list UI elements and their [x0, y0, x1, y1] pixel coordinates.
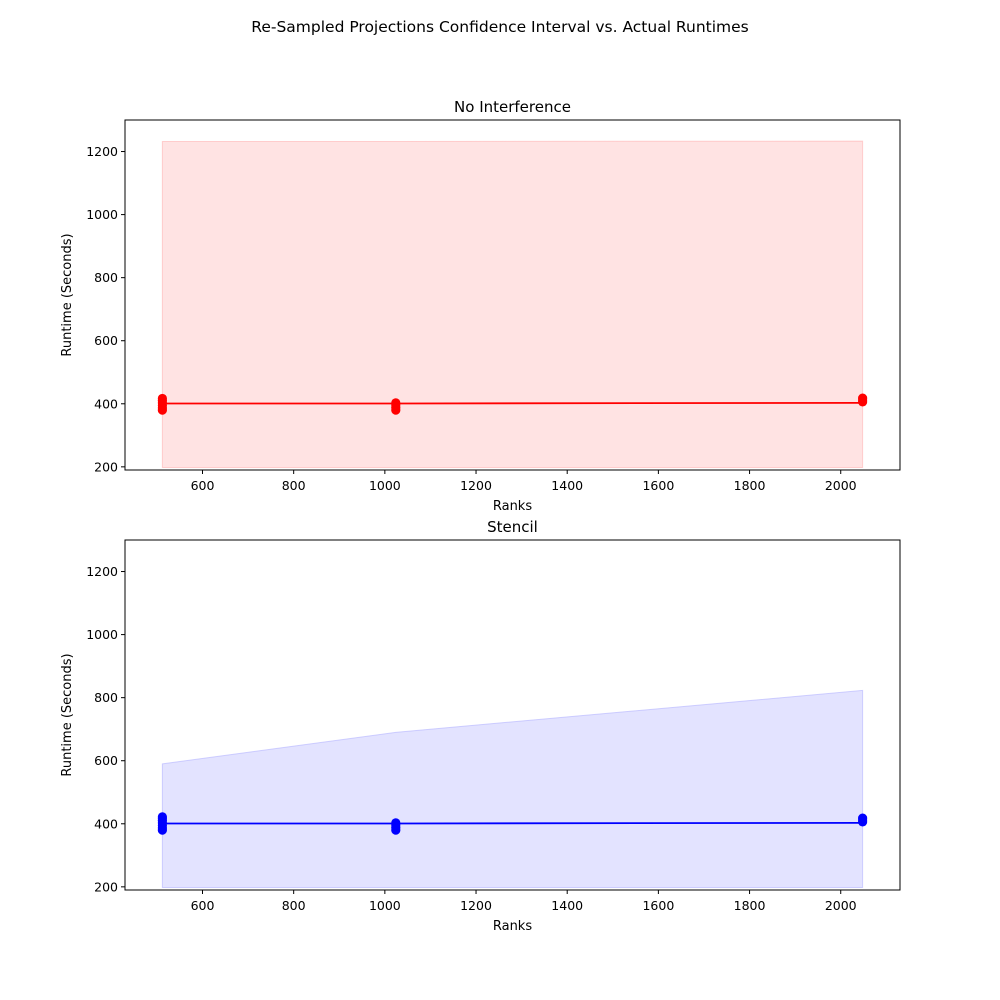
subplot-title: No Interference — [454, 98, 571, 116]
subplot-stencil: Stencil Ranks Runtime (Seconds) 600 800 10… — [60, 518, 901, 934]
subplot-title: Stencil — [487, 518, 538, 536]
x-axis-label: Ranks — [493, 499, 532, 514]
y-tick-label: 1000 — [86, 207, 118, 222]
y-tick-label: 400 — [94, 396, 118, 411]
y-tick-label: 400 — [94, 816, 118, 831]
actual-runtime-point — [858, 393, 868, 403]
x-tick-label: 1600 — [642, 898, 674, 913]
actual-runtime-point — [157, 393, 167, 404]
axes-frame — [124, 539, 901, 891]
x-tick-label: 600 — [191, 898, 215, 913]
x-tick-label: 1400 — [551, 478, 583, 493]
y-tick-label: 800 — [94, 690, 118, 705]
x-tick-label: 1400 — [551, 898, 583, 913]
actual-runtime-point — [391, 818, 401, 828]
y-tick-label: 600 — [94, 753, 118, 768]
y-axis-label: Runtime (Seconds) — [60, 653, 75, 776]
y-tick-label: 1200 — [86, 144, 118, 159]
figure-title: Re-Sampled Projections Confidence Interv… — [251, 18, 749, 36]
x-tick-label: 1800 — [734, 478, 766, 493]
y-axis-label: Runtime (Seconds) — [60, 233, 75, 356]
axes-frame — [124, 119, 901, 471]
x-tick-label: 1000 — [369, 478, 401, 493]
x-tick-label: 1000 — [369, 898, 401, 913]
actual-runtime-point — [858, 813, 868, 823]
x-tick-label: 1200 — [460, 898, 492, 913]
x-tick-label: 1600 — [642, 478, 674, 493]
y-tick-label: 200 — [94, 459, 118, 474]
x-tick-label: 1200 — [460, 478, 492, 493]
x-tick-label: 2000 — [825, 898, 857, 913]
confidence-band — [161, 140, 864, 468]
y-tick-label: 1200 — [86, 564, 118, 579]
actual-runtime-point — [391, 398, 401, 408]
x-axis-label: Ranks — [493, 919, 532, 934]
actual-runtime-point — [157, 812, 167, 822]
projection-line — [162, 821, 863, 825]
x-tick-label: 800 — [282, 898, 306, 913]
projection-line — [162, 401, 863, 405]
x-tick-label: 600 — [191, 478, 215, 493]
y-tick-label: 200 — [94, 879, 118, 894]
subplot-no-interference: No Interference Ranks Runtime (Seconds) … — [60, 98, 901, 514]
x-tick-label: 1800 — [734, 898, 766, 913]
x-tick-label: 800 — [282, 478, 306, 493]
y-tick-label: 600 — [94, 333, 118, 348]
x-tick-label: 2000 — [825, 478, 857, 493]
confidence-band — [161, 689, 864, 888]
y-tick-label: 800 — [94, 270, 118, 285]
y-tick-label: 1000 — [86, 627, 118, 642]
